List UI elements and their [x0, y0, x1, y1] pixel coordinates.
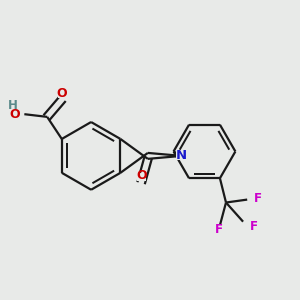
Text: H: H — [8, 99, 17, 112]
Text: O: O — [57, 87, 68, 100]
Bar — [11, 110, 23, 118]
Bar — [176, 152, 188, 160]
Text: N: N — [176, 149, 187, 162]
Bar — [137, 173, 146, 181]
Text: F: F — [214, 224, 223, 236]
Text: O: O — [9, 108, 20, 121]
Text: F: F — [254, 192, 262, 205]
Text: O: O — [136, 169, 147, 182]
Bar — [58, 90, 67, 98]
Text: F: F — [250, 220, 258, 232]
